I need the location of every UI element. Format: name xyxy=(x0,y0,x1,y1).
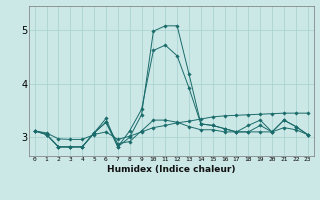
X-axis label: Humidex (Indice chaleur): Humidex (Indice chaleur) xyxy=(107,165,236,174)
